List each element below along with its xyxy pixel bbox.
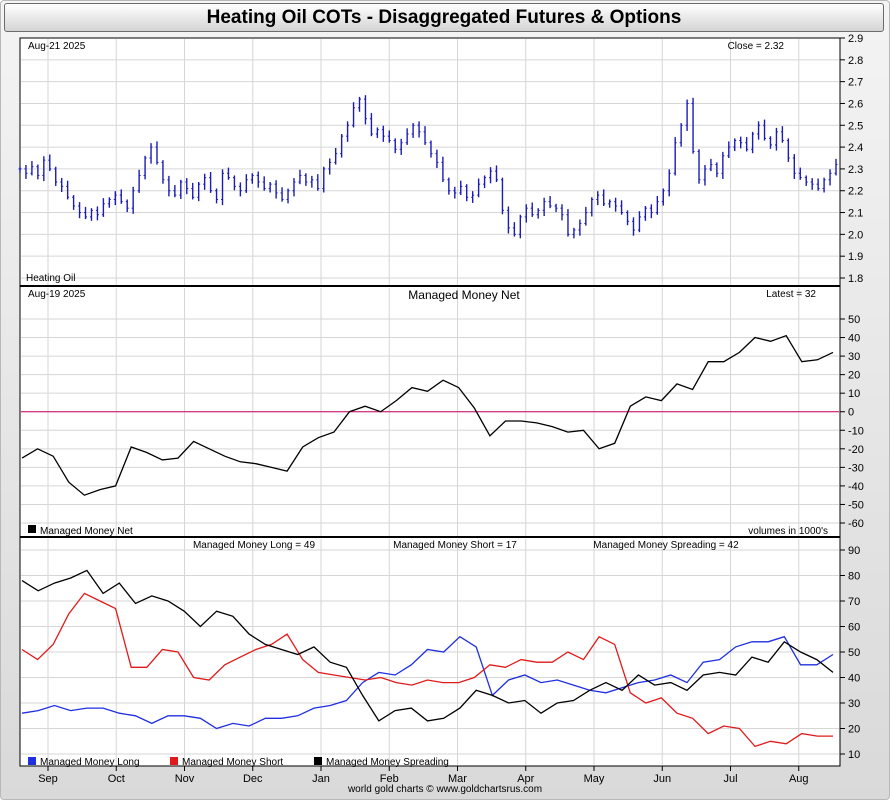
x-tick-label: Jan	[312, 773, 330, 785]
y-tick-label: 50	[848, 647, 860, 659]
net-latest-label: Latest = 32	[766, 289, 816, 300]
short-latest-label: Managed Money Short = 17	[393, 540, 517, 551]
spreading-legend-swatch	[314, 757, 322, 765]
x-tick-label: Sep	[38, 773, 58, 785]
volumes-note: volumes in 1000's	[748, 526, 828, 537]
managed-money-net-line	[21, 334, 834, 496]
x-tick-label: Oct	[108, 773, 125, 785]
y-tick-label: 20	[848, 370, 860, 382]
y-tick-label: 90	[848, 545, 860, 557]
y-tick-label: 80	[848, 571, 860, 583]
managed-money-long-line	[21, 635, 834, 730]
net-legend-swatch	[28, 525, 36, 533]
long-legend-label: Managed Money Long	[40, 757, 140, 768]
managed-money-spreading-line	[21, 569, 834, 722]
y-tick-label: 60	[848, 622, 860, 634]
spreading-latest-label: Managed Money Spreading = 42	[593, 540, 739, 551]
chart-text: Aug-21 2025 Close = 2.32 Heating Oil Aug…	[26, 41, 828, 768]
price-close-label: Close = 2.32	[728, 41, 785, 52]
long-legend-swatch	[28, 757, 36, 765]
price-bars	[18, 95, 838, 239]
y-tick-label: 30	[848, 698, 860, 710]
net-panel	[21, 334, 839, 496]
x-tick-label: Feb	[380, 773, 399, 785]
y-axis-ticks: 2.9 2.8 2.7 2.6 2.5 2.4 2.3 2.2 2.1 2.0 1.9 1.8 50 40…	[840, 33, 864, 761]
y-tick-label: 2.4	[848, 142, 863, 154]
y-tick-label: 10	[848, 388, 860, 400]
managed-money-short-line	[21, 592, 833, 748]
y-tick-label: 2.8	[848, 55, 863, 67]
y-tick-label: 2.0	[848, 229, 863, 241]
y-tick-label: 2.5	[848, 120, 863, 132]
y-tick-label: -60	[848, 518, 864, 530]
y-tick-label: 30	[848, 351, 860, 363]
x-tick-label: May	[584, 773, 605, 785]
y-tick-label: -20	[848, 444, 864, 456]
x-tick-label: Dec	[243, 773, 263, 785]
short-legend-label: Managed Money Short	[182, 757, 283, 768]
y-tick-label: 1.8	[848, 273, 863, 285]
y-tick-label: 2.7	[848, 77, 863, 89]
chart-title: Heating Oil COTs - Disaggregated Futures…	[4, 3, 884, 32]
price-date-label: Aug-21 2025	[28, 41, 86, 52]
y-tick-label: 0	[848, 407, 854, 419]
y-tick-label: 1.9	[848, 251, 863, 263]
y-tick-label: 70	[848, 596, 860, 608]
y-tick-label: 2.1	[848, 208, 863, 220]
y-tick-label: -10	[848, 425, 864, 437]
x-axis-ticks: Sep Oct Nov Dec Jan Feb Mar Apr May Jun Jul Aug	[38, 766, 809, 785]
positions-panel	[21, 569, 834, 748]
x-tick-label: Jul	[723, 773, 737, 785]
y-tick-label: -50	[848, 499, 864, 511]
y-tick-label: 2.9	[848, 33, 863, 45]
x-tick-label: Mar	[448, 773, 467, 785]
y-tick-label: 2.6	[848, 98, 863, 110]
y-tick-label: 40	[848, 333, 860, 345]
long-latest-label: Managed Money Long = 49	[193, 540, 315, 551]
net-panel-title: Managed Money Net	[408, 288, 520, 302]
x-tick-label: Apr	[517, 773, 534, 785]
net-date-label: Aug-19 2025	[28, 289, 86, 300]
y-tick-label: 20	[848, 724, 860, 736]
y-tick-label: -40	[848, 481, 864, 493]
short-legend-swatch	[170, 757, 178, 765]
footer-credit: world gold charts © www.goldchartsrus.co…	[347, 784, 543, 795]
x-tick-label: Nov	[175, 773, 195, 785]
y-tick-label: 40	[848, 673, 860, 685]
spreading-legend-label: Managed Money Spreading	[326, 757, 449, 768]
x-tick-label: Aug	[789, 773, 809, 785]
y-tick-label: 2.2	[848, 186, 863, 198]
y-tick-label: 50	[848, 314, 860, 326]
y-tick-label: 10	[848, 749, 860, 761]
net-legend-label: Managed Money Net	[40, 526, 133, 537]
price-series-label: Heating Oil	[26, 273, 75, 284]
x-tick-label: Jun	[653, 773, 671, 785]
y-tick-label: 2.3	[848, 164, 863, 176]
y-tick-label: -30	[848, 462, 864, 474]
